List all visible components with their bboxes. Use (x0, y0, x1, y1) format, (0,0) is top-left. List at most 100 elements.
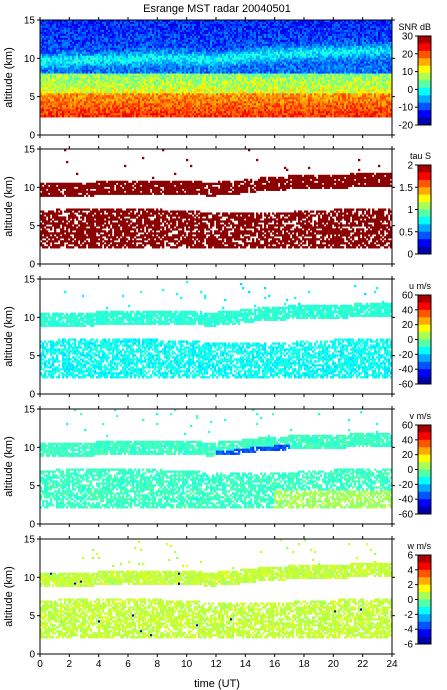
colorbar-segment (418, 317, 431, 325)
colorbar-tick-label: 2 (407, 580, 413, 591)
colorbar-segment (418, 347, 431, 355)
colorbar-segment (418, 629, 431, 637)
colorbar-segment (418, 562, 431, 570)
colorbar-segment (418, 570, 431, 578)
colorbar-tick-label: 40 (402, 305, 414, 316)
colorbar-label: v m/s (410, 411, 432, 421)
colorbar-tick-label: 60 (402, 291, 414, 302)
y-tick-label: 5 (29, 351, 35, 362)
colorbar-segment (418, 224, 431, 232)
x-tick-label: 18 (298, 659, 310, 670)
colorbar-segment (418, 607, 431, 615)
colorbar-segment (418, 499, 431, 507)
colorbar-segment (418, 172, 431, 180)
x-tick-label: 6 (125, 659, 131, 670)
colorbar-segment (418, 165, 431, 173)
colorbar-segment (418, 232, 431, 240)
colorbar-segment (418, 332, 431, 340)
heatmap-tau (40, 149, 392, 248)
y-axis-label: altitude (km) (3, 436, 15, 497)
colorbar-segment (418, 310, 431, 318)
y-tick-label: 5 (29, 481, 35, 492)
colorbar-tick-label: -6 (404, 640, 413, 651)
y-tick-label: 5 (29, 611, 35, 622)
x-tick-label: 8 (155, 659, 161, 670)
colorbar-segment (418, 622, 431, 630)
colorbar-segment (418, 492, 431, 500)
y-tick-label: 10 (24, 54, 36, 65)
colorbar-segment (418, 43, 431, 51)
colorbar-tick-label: 0 (407, 595, 413, 606)
y-tick-label: 0 (29, 650, 35, 661)
colorbar-tick-label: 0.5 (399, 227, 413, 238)
colorbar-segment (418, 73, 431, 81)
colorbar-tick-label: 2 (407, 161, 413, 172)
y-tick-label: 15 (24, 16, 36, 27)
colorbar-segment (418, 58, 431, 66)
colorbar-tick-label: 40 (402, 435, 414, 446)
colorbar-tick-label: -60 (399, 510, 414, 521)
colorbar-segment (418, 81, 431, 89)
colorbar-tick-label: 0 (407, 465, 413, 476)
y-axis-label: altitude (km) (3, 566, 15, 627)
colorbar-segment (418, 455, 431, 463)
colorbar-tick-label: -40 (399, 495, 414, 506)
colorbar-label: tau S (410, 151, 431, 161)
colorbar-tick-label: 20 (402, 49, 414, 60)
colorbar-segment (418, 217, 431, 225)
colorbar-tick-label: -60 (399, 380, 414, 391)
colorbar-tick-label: -20 (399, 480, 414, 491)
y-tick-label: 10 (24, 313, 36, 324)
heatmap-snr (40, 20, 392, 117)
colorbar-segment (418, 210, 431, 218)
colorbar-label: SNR dB (398, 22, 431, 32)
colorbar-segment (418, 239, 431, 247)
colorbar-segment (418, 614, 431, 622)
y-tick-label: 5 (29, 92, 35, 103)
colorbar-tick-label: 0 (407, 250, 413, 261)
colorbar-segment (418, 477, 431, 485)
colorbar-segment (418, 340, 431, 348)
heatmap-w (40, 539, 392, 638)
colorbar-segment (418, 66, 431, 74)
y-tick-label: 15 (24, 405, 36, 416)
colorbar-tick-label: 30 (402, 32, 414, 43)
x-tick-label: 0 (37, 659, 43, 670)
colorbar-segment (418, 118, 431, 126)
colorbar-segment (418, 447, 431, 455)
colorbar-segment (418, 555, 431, 563)
colorbar-tick-label: 4 (407, 565, 413, 576)
colorbar-tick-label: -40 (399, 365, 414, 376)
x-tick-label: 24 (386, 659, 398, 670)
y-tick-label: 0 (29, 260, 35, 271)
colorbar-segment (418, 377, 431, 385)
colorbar-segment (418, 362, 431, 370)
heatmap-v (40, 409, 392, 508)
x-tick-label: 16 (269, 659, 281, 670)
colorbar-segment (418, 51, 431, 59)
colorbar-label: u m/s (409, 281, 432, 291)
colorbar-segment (418, 425, 431, 433)
colorbar-segment (418, 484, 431, 492)
colorbar-tick-label: -20 (399, 121, 414, 132)
colorbar-segment (418, 180, 431, 188)
x-tick-label: 12 (210, 659, 222, 670)
y-tick-label: 0 (29, 390, 35, 401)
y-tick-label: 10 (24, 443, 36, 454)
y-tick-label: 10 (24, 183, 36, 194)
colorbar-tick-label: -2 (404, 610, 413, 621)
heatmap-u (40, 281, 392, 378)
y-tick-label: 10 (24, 573, 36, 584)
colorbar-tick-label: 0 (407, 85, 413, 96)
colorbar-segment (418, 600, 431, 608)
colorbar-segment (418, 110, 431, 118)
colorbar-tick-label: 1.5 (399, 183, 413, 194)
colorbar-segment (418, 577, 431, 585)
